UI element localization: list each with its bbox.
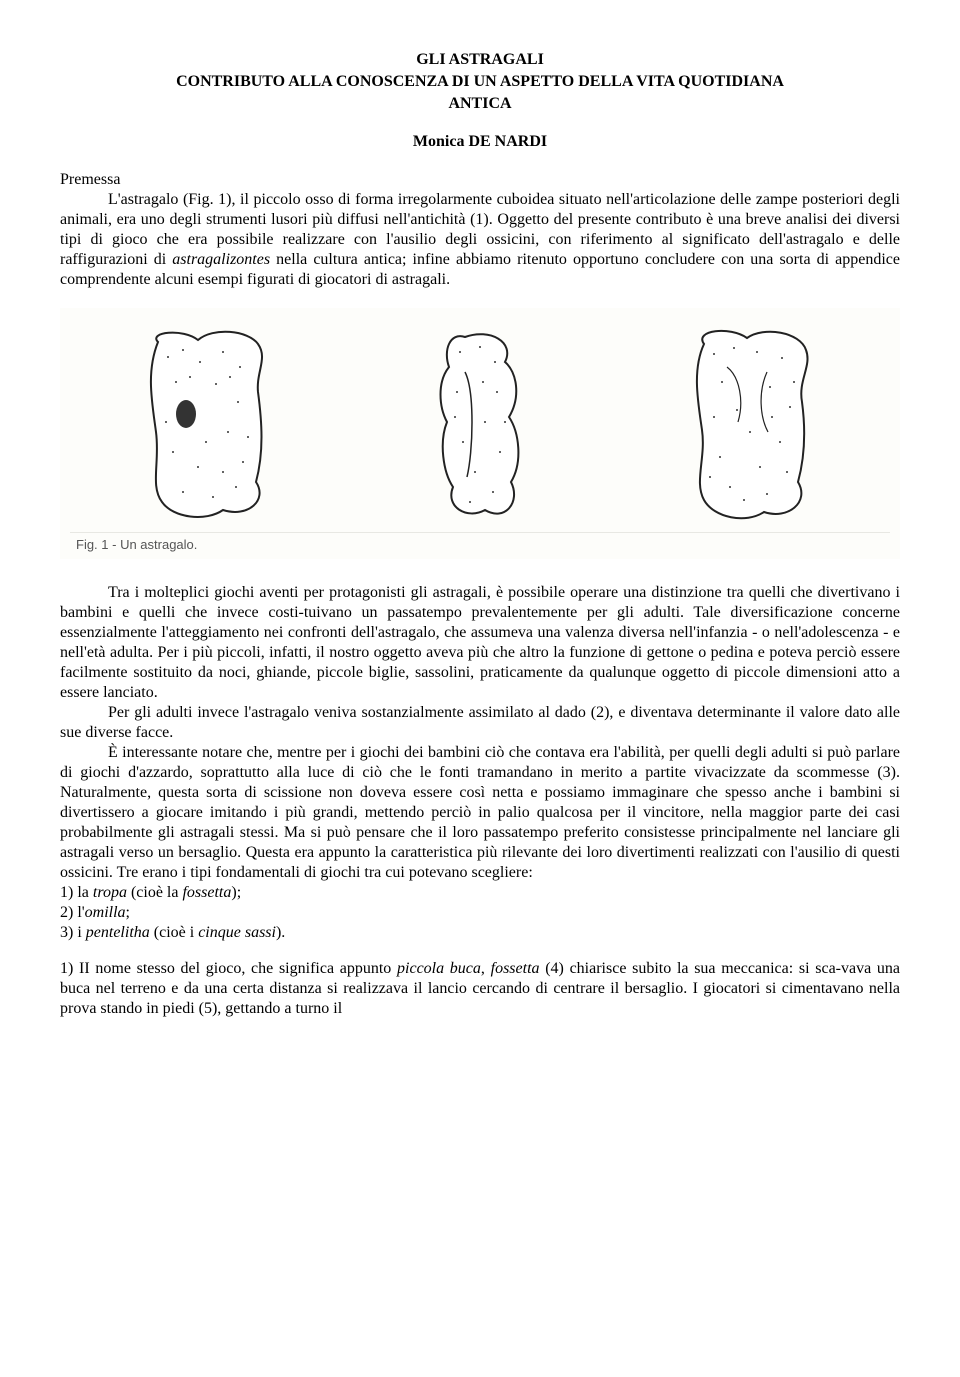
list-item-3-mid: (cioè i	[150, 924, 198, 941]
list-item-1-italic-2: fossetta	[182, 884, 231, 901]
figure-1-caption: Fig. 1 - Un astragalo.	[70, 532, 890, 553]
paragraph-5-mid: ,	[481, 960, 491, 977]
paragraph-1: L'astragalo (Fig. 1), il piccolo osso di…	[60, 190, 900, 290]
document-title-line1: GLI ASTRAGALI	[60, 50, 900, 70]
paragraph-5-italic-1: piccola buca	[397, 960, 481, 977]
astragalo-view-1	[128, 322, 288, 522]
paragraph-3: Per gli adulti invece l'astragalo veniva…	[60, 703, 900, 743]
list-item-3: 3) i pentelitha (cioè i cinque sassi).	[60, 923, 900, 943]
list-item-1-italic-1: tropa	[93, 884, 127, 901]
paragraph-5-prefix: 1) II nome stesso del gioco, che signifi…	[60, 960, 397, 977]
document-title-line3: ANTICA	[60, 94, 900, 114]
paragraph-2: Tra i molteplici giochi aventi per prota…	[60, 583, 900, 703]
figure-1: Fig. 1 - Un astragalo.	[60, 308, 900, 559]
author-name: Monica DE NARDI	[60, 132, 900, 152]
list-item-3-italic-1: pentelitha	[86, 924, 150, 941]
list-item-3-prefix: 3) i	[60, 924, 86, 941]
figure-1-images	[70, 322, 890, 522]
list-item-2-suffix: ;	[126, 904, 130, 921]
list-item-2-italic: omilla	[85, 904, 126, 921]
list-item-1-suffix: );	[231, 884, 241, 901]
list-item-1-prefix: 1) la	[60, 884, 93, 901]
paragraph-5-italic-2: fossetta	[491, 960, 540, 977]
paragraph-1-italic: astragalizontes	[172, 251, 270, 268]
list-item-1: 1) la tropa (cioè la fossetta);	[60, 883, 900, 903]
astragalo-view-3	[672, 322, 832, 522]
list-item-2-prefix: 2) l'	[60, 904, 85, 921]
list-item-1-mid: (cioè la	[127, 884, 183, 901]
astragalo-view-2	[425, 322, 535, 522]
paragraph-5: 1) II nome stesso del gioco, che signifi…	[60, 959, 900, 1019]
section-label-premessa: Premessa	[60, 170, 900, 190]
spacer	[60, 943, 900, 959]
paragraph-4: È interessante notare che, mentre per i …	[60, 743, 900, 883]
list-item-2: 2) l'omilla;	[60, 903, 900, 923]
document-title-line2: CONTRIBUTO ALLA CONOSCENZA DI UN ASPETTO…	[60, 72, 900, 92]
list-item-3-italic-2: cinque sassi	[198, 924, 276, 941]
list-item-3-suffix: ).	[276, 924, 285, 941]
